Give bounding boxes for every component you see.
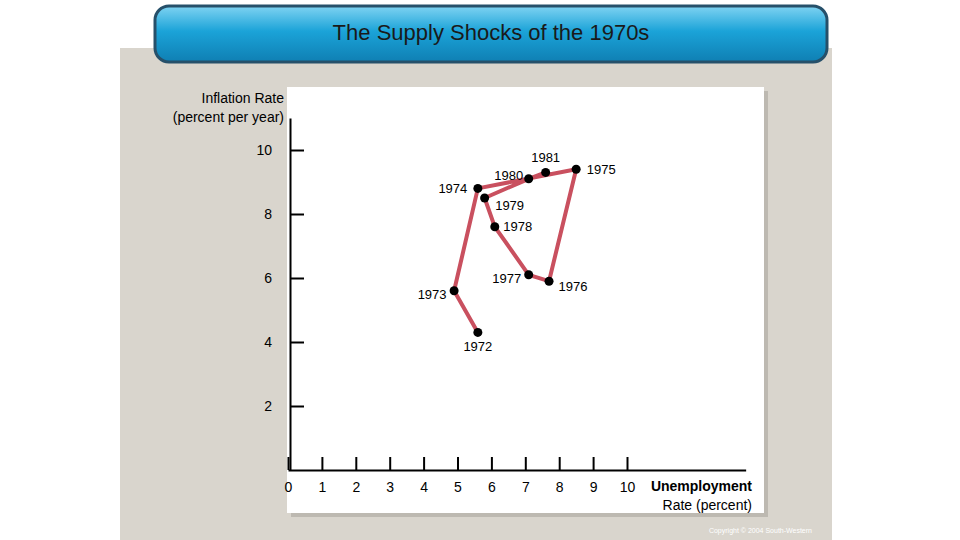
data-point <box>572 165 581 174</box>
point-label: 1981 <box>531 150 560 165</box>
y-tick: 6 <box>264 270 304 286</box>
data-point <box>480 194 489 203</box>
y-tick-label: 10 <box>256 142 272 158</box>
x-tick-mark <box>627 457 629 470</box>
point-label: 1973 <box>418 287 447 302</box>
y-tick-label: 4 <box>264 334 272 350</box>
plot-card <box>287 87 764 513</box>
point-label: 1974 <box>438 181 467 196</box>
point-label: 1978 <box>503 219 532 234</box>
data-line <box>454 169 576 332</box>
x-axis-title: UnemploymentRate (percent) <box>651 478 752 513</box>
data-point <box>450 286 459 295</box>
point-labels: 1972 1973 1974 1975 1976 1977 1978 1979 1980 1981 <box>418 150 616 354</box>
y-tick: 4 <box>264 334 304 350</box>
x-tick-label: 9 <box>590 479 598 495</box>
data-point <box>490 222 499 231</box>
background-panel <box>120 48 832 540</box>
x-tick: 3 <box>386 457 394 495</box>
x-tick: 2 <box>352 457 360 495</box>
x-tick-mark <box>559 457 561 470</box>
x-tick: 4 <box>420 457 428 495</box>
data-point <box>545 277 554 286</box>
x-tick-mark <box>288 457 290 470</box>
y-tick: 10 <box>256 142 304 158</box>
x-tick-mark <box>593 457 595 470</box>
point-label: 1972 <box>463 339 492 354</box>
copyright: Copyright © 2004 South-Western <box>709 527 812 535</box>
x-tick-mark <box>525 457 527 470</box>
y-axis-title: Inflation Rate(percent per year) <box>173 90 284 125</box>
point-label: 1976 <box>559 279 588 294</box>
y-axis-line <box>290 119 292 471</box>
y-axis: 2 4 6 8 10 <box>256 119 304 471</box>
chart: The Supply Shocks of the 1970s 0 1 2 3 4 5 6 7 8 9… <box>0 0 960 540</box>
x-tick: 8 <box>556 457 564 495</box>
x-tick-mark <box>423 457 425 470</box>
point-label: 1975 <box>587 162 616 177</box>
y-tick-label: 6 <box>264 270 272 286</box>
x-tick-label: 4 <box>420 479 428 495</box>
y-tick-mark <box>290 406 304 408</box>
data-point <box>473 184 482 193</box>
point-label: 1977 <box>492 271 521 286</box>
x-tick: 5 <box>454 457 462 495</box>
y-tick-mark <box>290 342 304 344</box>
title-banner <box>155 6 827 62</box>
x-tick-mark <box>389 457 391 470</box>
data-point <box>473 328 482 337</box>
x-tick-label: 0 <box>285 479 293 495</box>
data-point <box>524 174 533 183</box>
x-tick-label: 7 <box>522 479 530 495</box>
x-tick-label: 2 <box>352 479 360 495</box>
data-point <box>541 168 550 177</box>
x-tick-mark <box>491 457 493 470</box>
x-tick-mark <box>457 457 459 470</box>
x-tick-mark <box>321 457 323 470</box>
x-tick: 10 <box>620 457 636 495</box>
data-point <box>524 270 533 279</box>
y-tick-mark <box>290 278 304 280</box>
point-label: 1979 <box>495 198 524 213</box>
x-tick: 9 <box>590 457 598 495</box>
y-tick-mark <box>290 150 304 152</box>
plot-area <box>450 165 581 337</box>
chart-title: The Supply Shocks of the 1970s <box>333 20 650 45</box>
y-tick-label: 8 <box>264 206 272 222</box>
x-tick: 7 <box>522 457 530 495</box>
x-tick-label: 6 <box>488 479 496 495</box>
y-tick: 8 <box>264 206 304 222</box>
y-tick-mark <box>290 214 304 216</box>
point-label: 1980 <box>494 168 523 183</box>
y-tick-label: 2 <box>264 398 272 414</box>
x-tick-mark <box>355 457 357 470</box>
x-tick: 1 <box>319 457 327 495</box>
x-tick-label: 5 <box>454 479 462 495</box>
x-tick-label: 1 <box>319 479 327 495</box>
y-tick: 2 <box>264 398 304 414</box>
x-tick-label: 8 <box>556 479 564 495</box>
x-tick-label: 10 <box>620 479 636 495</box>
x-tick-label: 3 <box>386 479 394 495</box>
x-tick: 6 <box>488 457 496 495</box>
